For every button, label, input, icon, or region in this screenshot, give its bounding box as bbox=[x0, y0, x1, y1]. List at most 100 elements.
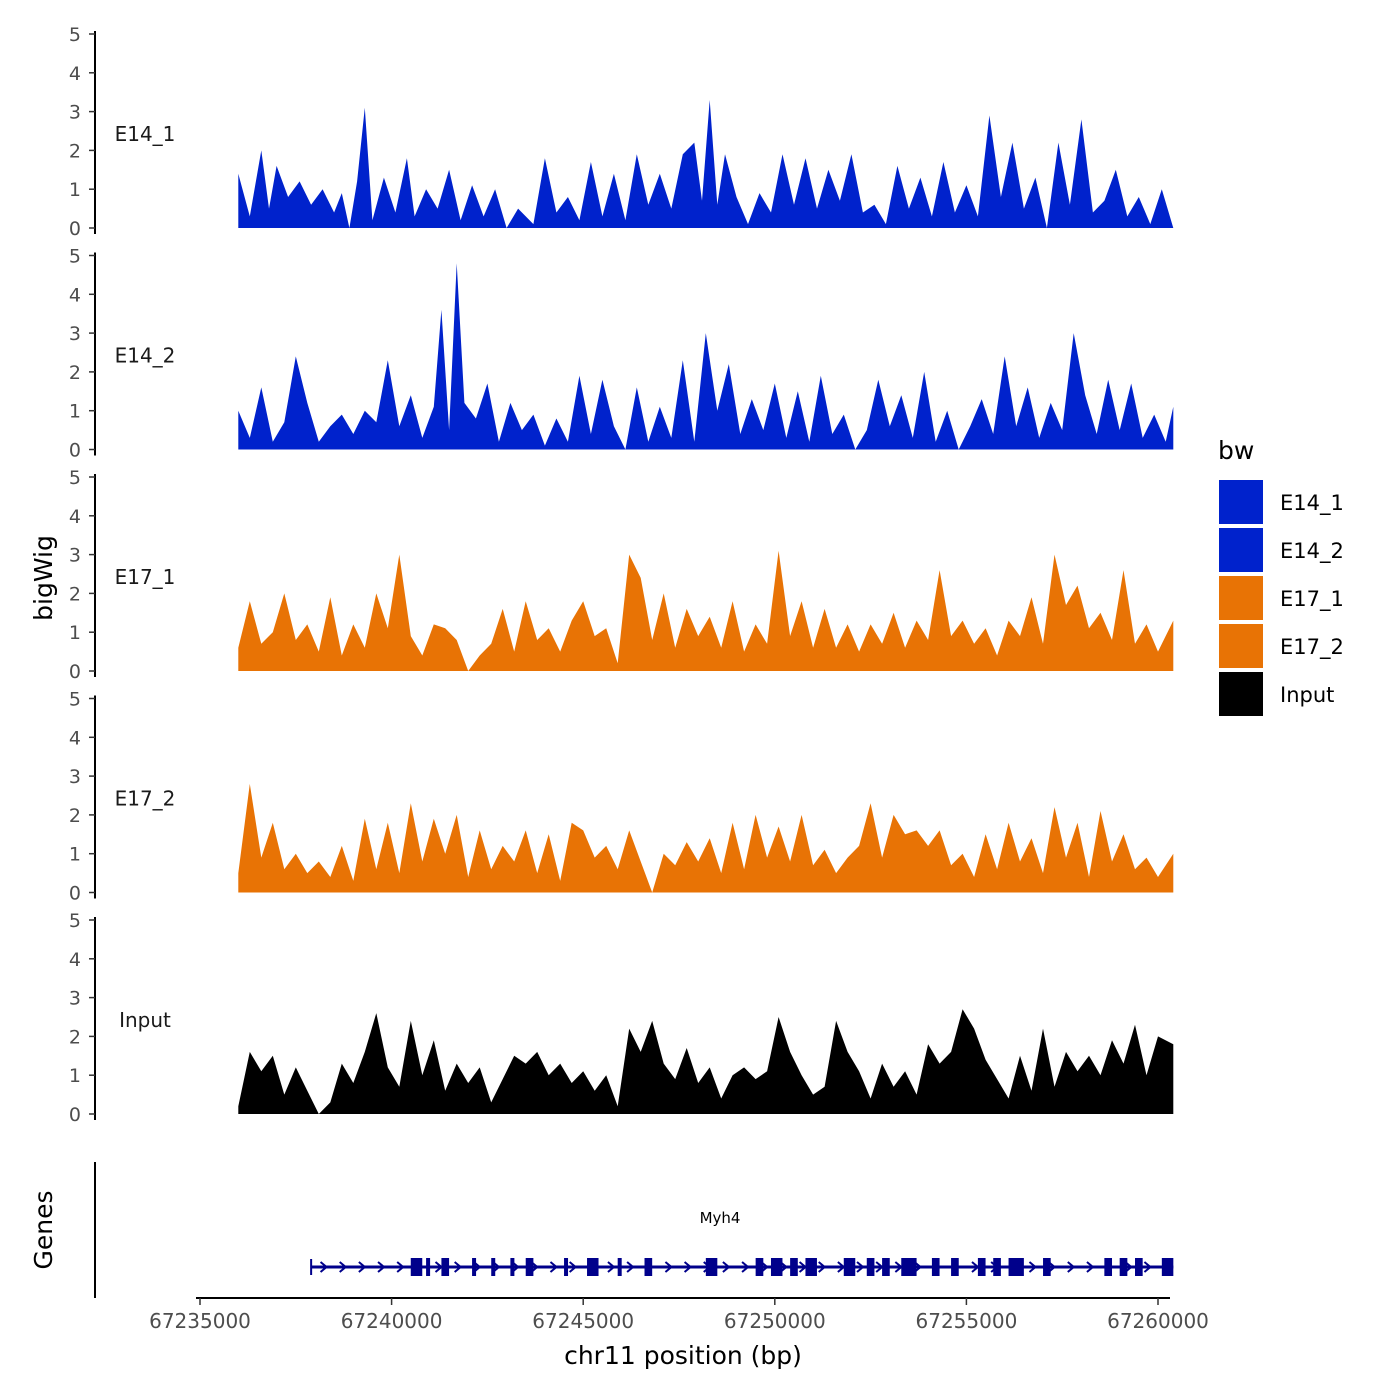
strand-arrow bbox=[319, 1261, 329, 1273]
y-tick-label: 5 bbox=[69, 467, 81, 489]
y-tick-label: 1 bbox=[69, 844, 81, 866]
legend-title: bw bbox=[1218, 436, 1254, 465]
exon-block bbox=[644, 1258, 653, 1276]
strand-arrow bbox=[1028, 1261, 1038, 1273]
exon-block bbox=[805, 1258, 817, 1276]
legend-swatch bbox=[1219, 528, 1263, 572]
y-tick-label: 0 bbox=[69, 218, 81, 240]
panel-label: E14_1 bbox=[115, 122, 176, 146]
y-tick-label: 1 bbox=[69, 622, 81, 644]
x-axis-ticks: 67235000 67240000 67245000 67250000 67255000… bbox=[149, 1298, 1209, 1333]
strand-arrow bbox=[1067, 1261, 1076, 1273]
exon-block bbox=[755, 1258, 764, 1276]
signal-panels: 0 1 2 3 4 5 E14_1 0 1 2 3 4 5 E14_2 0 1 2 3 4 5 E17_1 0 1 2 3 4 5 E… bbox=[69, 24, 1174, 1126]
legend-swatch bbox=[1219, 480, 1263, 524]
series-area-e14-1 bbox=[238, 100, 1174, 228]
x-tick-label: 67245000 bbox=[532, 1309, 634, 1333]
exon-block bbox=[931, 1258, 940, 1276]
exon-block bbox=[587, 1258, 599, 1276]
y-tick-label: 4 bbox=[69, 284, 81, 306]
y-tick-label: 2 bbox=[69, 140, 81, 162]
y-tick-label: 2 bbox=[69, 583, 81, 605]
y-tick-label: 3 bbox=[69, 988, 81, 1010]
exon-block bbox=[1104, 1258, 1113, 1276]
panel-label: E17_2 bbox=[115, 787, 176, 811]
strand-arrow bbox=[741, 1261, 750, 1273]
exon-block bbox=[525, 1258, 534, 1276]
y-tick-label: 5 bbox=[69, 24, 81, 46]
panel-e17-2: 0 1 2 3 4 5 E17_2 bbox=[69, 689, 1174, 905]
y-tick-label: 1 bbox=[69, 179, 81, 201]
y-tick-label: 1 bbox=[69, 401, 81, 423]
exon-block bbox=[472, 1258, 477, 1276]
legend-swatch bbox=[1219, 672, 1263, 716]
legend-items: E14_1 E14_2 E17_1 E17_2 Input bbox=[1219, 480, 1344, 716]
exon-block bbox=[901, 1258, 917, 1276]
strand-arrow bbox=[396, 1261, 405, 1273]
y-tick-label: 3 bbox=[69, 545, 81, 567]
exon-block bbox=[882, 1258, 890, 1276]
legend-label: E14_2 bbox=[1280, 539, 1344, 564]
panel-e14-2: 0 1 2 3 4 5 E14_2 bbox=[69, 246, 1174, 462]
exon-block bbox=[1135, 1258, 1143, 1276]
strand-arrow bbox=[818, 1261, 827, 1273]
strand-arrow bbox=[683, 1261, 693, 1273]
strand-arrow bbox=[568, 1261, 578, 1273]
legend-swatch bbox=[1219, 576, 1263, 620]
legend-label: E17_1 bbox=[1280, 587, 1344, 612]
y-tick-label: 4 bbox=[69, 949, 81, 971]
strand-arrow bbox=[722, 1261, 731, 1273]
x-tick-label: 67250000 bbox=[724, 1309, 826, 1333]
x-tick-label: 67260000 bbox=[1107, 1309, 1209, 1333]
exon-block bbox=[1119, 1258, 1128, 1276]
exon-block bbox=[510, 1258, 515, 1276]
y-tick-label: 4 bbox=[69, 727, 81, 749]
exon-block bbox=[426, 1258, 431, 1276]
exon-block bbox=[790, 1258, 798, 1276]
exon-block bbox=[705, 1258, 718, 1276]
exon-block bbox=[977, 1258, 986, 1276]
exon-block bbox=[617, 1258, 622, 1276]
y-tick-label: 0 bbox=[69, 440, 81, 462]
panel-input: 0 1 2 3 4 5 Input bbox=[69, 910, 1174, 1126]
x-axis: 67235000 67240000 67245000 67250000 67255000… bbox=[149, 1297, 1209, 1370]
gene-model bbox=[310, 1258, 1174, 1276]
strand-arrow bbox=[377, 1261, 386, 1273]
exon-block bbox=[843, 1258, 856, 1276]
series-area-e17-2 bbox=[238, 783, 1174, 893]
y-axis-title: bigWig bbox=[29, 535, 58, 621]
legend-label: E14_1 bbox=[1280, 491, 1344, 516]
series-area-e17-1 bbox=[238, 550, 1174, 671]
strand-arrow bbox=[856, 1261, 865, 1273]
legend-swatch bbox=[1219, 624, 1263, 668]
y-tick-label: 4 bbox=[69, 63, 81, 85]
x-tick-label: 67240000 bbox=[341, 1309, 443, 1333]
exon-block bbox=[951, 1258, 959, 1276]
panel-label: E17_1 bbox=[115, 565, 176, 589]
y-tick-label: 2 bbox=[69, 805, 81, 827]
exon-block bbox=[491, 1258, 496, 1276]
exon-block bbox=[1043, 1258, 1051, 1276]
exon-block bbox=[770, 1258, 783, 1276]
strand-arrow bbox=[549, 1261, 559, 1273]
y-tick-label: 0 bbox=[69, 1104, 81, 1126]
y-tick-label: 3 bbox=[69, 102, 81, 124]
panel-e14-1: 0 1 2 3 4 5 E14_1 bbox=[69, 24, 1174, 240]
y-tick-label: 3 bbox=[69, 323, 81, 345]
y-tick-label: 0 bbox=[69, 661, 81, 683]
gene-name-label: Myh4 bbox=[700, 1209, 741, 1227]
y-tick-label: 4 bbox=[69, 506, 81, 528]
exon-block bbox=[564, 1258, 569, 1276]
y-tick-label: 3 bbox=[69, 766, 81, 788]
gene-track: Genes Myh4 bbox=[29, 1162, 1174, 1298]
exon-block bbox=[993, 1258, 1001, 1276]
y-tick-label: 5 bbox=[69, 246, 81, 268]
panel-label: E14_2 bbox=[115, 344, 176, 368]
strand-arrow bbox=[1086, 1261, 1095, 1273]
strand-arrow bbox=[454, 1261, 463, 1273]
x-axis-title: chr11 position (bp) bbox=[564, 1341, 802, 1370]
strand-arrow bbox=[607, 1261, 616, 1273]
strand-arrow bbox=[339, 1261, 348, 1273]
series-area-input bbox=[238, 1009, 1174, 1114]
